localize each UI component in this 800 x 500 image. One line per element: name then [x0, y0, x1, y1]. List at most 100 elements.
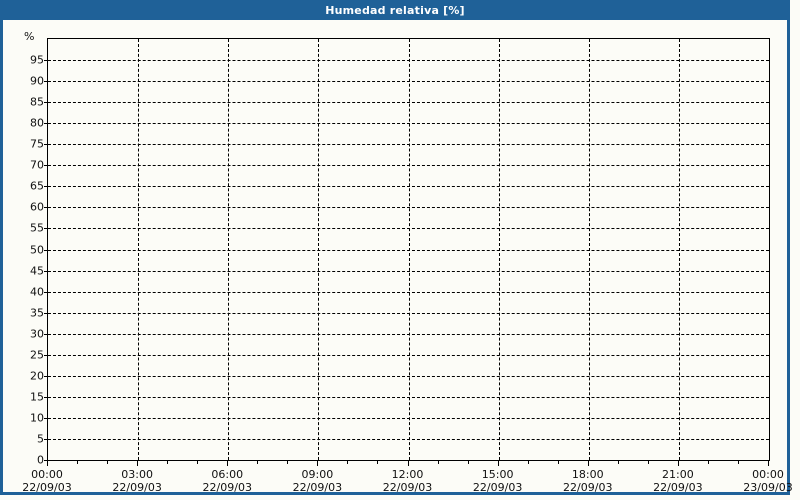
- x-axis-tick-minor: [377, 460, 379, 464]
- y-axis-label: 70: [30, 158, 44, 172]
- x-axis-label-time: 21:00: [662, 468, 694, 481]
- gridline-vertical: [228, 39, 230, 460]
- y-axis-tick: [44, 249, 48, 251]
- y-axis-tick: [44, 417, 48, 419]
- y-axis-tick: [44, 396, 48, 398]
- x-axis-label: 21:00 22/09/03: [653, 468, 702, 494]
- y-axis-label: 85: [30, 95, 44, 109]
- y-axis-tick: [44, 460, 48, 461]
- x-axis-ticks: [47, 460, 770, 468]
- x-axis-tick-minor: [257, 460, 259, 464]
- y-axis-label: 95: [30, 53, 44, 67]
- x-axis-tick-minor: [347, 460, 349, 464]
- y-axis-tick: [44, 102, 48, 104]
- x-axis-tick-major: [317, 460, 319, 466]
- x-axis-label-date: 22/09/03: [22, 481, 72, 494]
- y-axis-label: 5: [37, 432, 44, 446]
- y-axis-tick: [44, 186, 48, 188]
- x-axis-label-time: 03:00: [121, 468, 153, 481]
- gridline-vertical: [138, 39, 140, 460]
- window-border-bottom: [0, 492, 790, 495]
- y-axis-tick: [44, 270, 48, 272]
- x-axis-label-date: 22/09/03: [382, 481, 433, 494]
- x-axis-label: 15:00 22/09/03: [473, 468, 522, 494]
- x-axis-label-time: 00:00: [752, 468, 784, 481]
- x-axis-tick-major: [677, 460, 679, 466]
- y-axis-tick: [44, 438, 48, 440]
- gridline-vertical: [408, 39, 410, 460]
- x-axis-tick-major: [768, 460, 769, 466]
- gridline-vertical: [318, 39, 320, 460]
- x-axis-tick-minor: [467, 460, 469, 464]
- x-axis-label: 09:00 22/09/03: [293, 468, 342, 494]
- x-axis-tick-minor: [557, 460, 559, 464]
- window-border-left: [0, 0, 3, 495]
- y-axis-tick: [44, 165, 48, 167]
- x-axis-label-time: 09:00: [301, 468, 334, 481]
- chart-area: % 95 90 85 80 75 70 65 60 55 50 45 40 35 30 25 20 15 10 5 0…: [0, 20, 792, 494]
- x-axis-label-date: 22/09/03: [202, 481, 252, 494]
- y-axis-label: 50: [30, 243, 44, 256]
- x-axis-label-time: 12:00: [391, 468, 424, 481]
- y-axis-tick: [44, 144, 48, 146]
- x-axis-label-time: 00:00: [31, 468, 63, 481]
- window-title-bar: Humedad relativa [%]: [0, 0, 790, 20]
- x-axis-label: 06:00 22/09/03: [203, 468, 252, 494]
- x-axis-tick-minor: [287, 460, 289, 464]
- y-axis-label: 20: [30, 369, 44, 383]
- x-axis-tick-major: [137, 460, 139, 466]
- y-axis-label: 15: [30, 390, 44, 404]
- window-border-right: [787, 0, 790, 495]
- y-axis-label: 10: [30, 411, 44, 425]
- y-axis-label: 25: [30, 348, 44, 362]
- x-axis-tick-major: [407, 460, 409, 466]
- x-axis-label: 03:00 22/09/03: [112, 468, 161, 494]
- x-axis-tick-major: [227, 460, 229, 466]
- x-axis-label-date: 22/09/03: [653, 481, 703, 494]
- x-axis-tick-major: [587, 460, 589, 466]
- page-title: Humedad relativa [%]: [325, 3, 465, 17]
- x-axis-label: 18:00 22/09/03: [563, 468, 612, 494]
- y-axis-label: 90: [30, 74, 44, 88]
- y-axis-label: 60: [30, 200, 44, 214]
- y-axis-tick: [44, 291, 48, 293]
- x-axis-label-date: 22/09/03: [292, 481, 343, 494]
- y-axis-tick: [44, 333, 48, 335]
- x-axis-label-time: 06:00: [211, 468, 244, 481]
- x-axis-tick-minor: [437, 460, 439, 464]
- y-axis-label: 75: [30, 137, 44, 151]
- gridline-vertical: [678, 39, 680, 460]
- gridline-vertical: [588, 39, 590, 460]
- x-axis-label-time: 18:00: [571, 468, 604, 481]
- plot-area: 95 90 85 80 75 70 65 60 55 50 45 40 35 30 25 20 15 10 5 0: [30, 38, 770, 467]
- y-axis-unit-label: %: [24, 30, 35, 43]
- y-axis-label: 35: [30, 306, 44, 320]
- y-axis-label: 45: [30, 264, 44, 278]
- x-axis-tick-minor: [197, 460, 199, 464]
- y-axis-tick: [44, 312, 48, 314]
- y-axis-tick: [44, 228, 48, 230]
- x-axis-tick-minor: [167, 460, 169, 464]
- x-axis-tick-minor: [617, 460, 619, 464]
- x-axis-tick-major: [497, 460, 499, 466]
- x-axis-label-date: 22/09/03: [112, 481, 162, 494]
- x-axis-labels: 00:00 22/09/03 03:00 22/09/03 06:00 22/09/03 0…: [0, 468, 792, 498]
- y-axis-label: 0: [37, 453, 44, 467]
- y-axis-label: 65: [30, 179, 44, 193]
- x-axis-label: 00:00 23/09/03: [743, 468, 792, 494]
- x-axis-label-date: 23/09/03: [743, 481, 793, 494]
- x-axis-tick-minor: [77, 460, 79, 464]
- y-axis-label: 30: [30, 327, 44, 341]
- y-axis-tick: [44, 354, 48, 356]
- y-axis-tick: [44, 207, 48, 209]
- x-axis-label: 12:00 22/09/03: [383, 468, 432, 494]
- x-axis-label-time: 15:00: [481, 468, 514, 481]
- x-axis-tick-major: [47, 460, 48, 466]
- y-axis-tick: [44, 123, 48, 125]
- x-axis-tick-minor: [527, 460, 529, 464]
- x-axis-tick-minor: [647, 460, 649, 464]
- y-axis-label: 40: [30, 285, 44, 299]
- x-axis-label-date: 22/09/03: [472, 481, 523, 494]
- x-axis-tick-minor: [707, 460, 709, 464]
